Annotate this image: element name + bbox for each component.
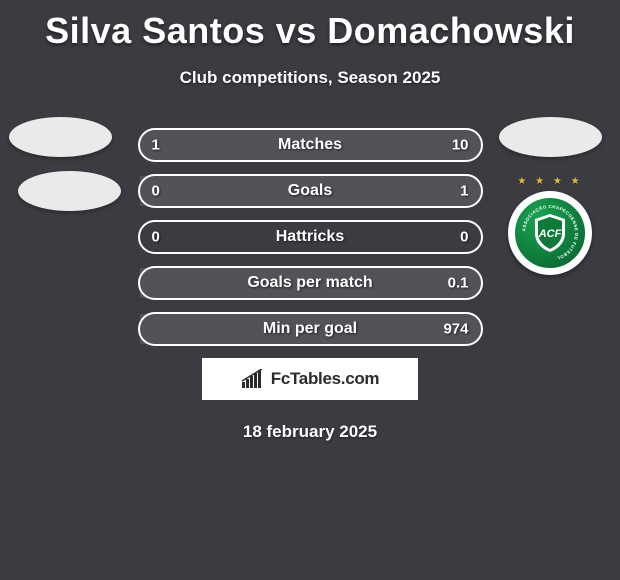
crest-letters: ACF — [538, 228, 562, 240]
bar-chart-icon — [241, 369, 265, 389]
stat-left-value: 1 — [152, 137, 160, 154]
stat-row-min-per-goal: Min per goal 974 — [138, 312, 483, 346]
stat-right-value: 1 — [460, 183, 468, 200]
stat-label: Hattricks — [276, 228, 344, 246]
crest-circle: ASSOCIAÇÃO CHAPECOENSE DE FUTEBOL ACF — [508, 191, 592, 275]
crest-shield-icon: ACF — [532, 213, 568, 253]
stat-row-goals: 0 Goals 1 — [138, 174, 483, 208]
stat-row-matches: 1 Matches 10 — [138, 128, 483, 162]
stat-label: Goals — [288, 182, 332, 200]
stat-right-value: 10 — [452, 137, 469, 154]
subtitle: Club competitions, Season 2025 — [0, 68, 620, 88]
date-text: 18 february 2025 — [0, 422, 620, 442]
player-left-badge-1 — [9, 117, 112, 157]
player-left-badge-2 — [18, 171, 121, 211]
stat-right-value: 0.1 — [448, 275, 469, 292]
player-right-badge-1 — [499, 117, 602, 157]
stat-right-value: 974 — [443, 321, 468, 338]
stat-row-hattricks: 0 Hattricks 0 — [138, 220, 483, 254]
stat-left-value: 0 — [152, 229, 160, 246]
club-crest: ★ ★ ★ ★ ASSOCIAÇÃO CHAPECOENSE DE FUTEBO… — [500, 179, 600, 279]
stat-label: Min per goal — [263, 320, 357, 338]
page-title: Silva Santos vs Domachowski — [0, 0, 620, 52]
brand-text: FcTables.com — [271, 369, 380, 389]
stat-label: Matches — [278, 136, 342, 154]
brand-box: FcTables.com — [202, 358, 418, 400]
stat-left-value: 0 — [152, 183, 160, 200]
stat-label: Goals per match — [247, 274, 372, 292]
stat-right-value: 0 — [460, 229, 468, 246]
stat-row-goals-per-match: Goals per match 0.1 — [138, 266, 483, 300]
crest-stars: ★ ★ ★ ★ — [500, 176, 600, 187]
